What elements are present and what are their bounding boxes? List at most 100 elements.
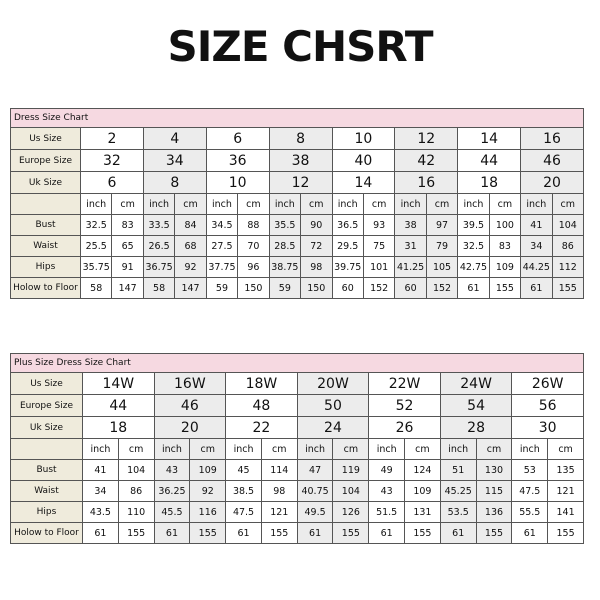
size-row: Us Size 2 4 6 8 10 12 14 16 [10, 127, 584, 150]
row-label: Europe Size [10, 149, 81, 172]
measure-cell: 150 [300, 277, 333, 299]
unit-cell: inch [82, 438, 119, 460]
table-caption: Plus Size Dress Size Chart [10, 353, 584, 373]
measure-cell: 84 [174, 214, 207, 236]
measure-cell: 61 [82, 522, 119, 544]
size-cell: 10 [205, 171, 270, 194]
size-cell: 20W [296, 372, 370, 395]
measure-cell: 90 [300, 214, 333, 236]
measure-cell: 75 [362, 235, 396, 257]
measure-cell: 25.5 [79, 235, 113, 257]
measure-cell: 91 [111, 256, 144, 278]
unit-cell: inch [296, 438, 334, 460]
measure-cell: 60 [394, 277, 427, 299]
size-cell: 18W [225, 372, 298, 395]
row-label: Bust [10, 214, 81, 236]
unit-cell: cm [260, 438, 298, 460]
size-cell: 46 [153, 394, 227, 417]
size-cell: 24 [296, 416, 370, 439]
size-cell: 4 [142, 127, 207, 150]
measure-cell: 88 [237, 214, 270, 236]
measure-cell: 41 [520, 214, 553, 236]
measure-cell: 112 [551, 256, 585, 278]
size-cell: 30 [511, 416, 584, 439]
measure-cell: 155 [260, 522, 298, 544]
unit-cell: inch [331, 193, 364, 215]
measure-cell: 155 [404, 522, 441, 544]
unit-cell: cm [547, 438, 584, 460]
measure-row: Waist 25.5 65 26.5 68 27.5 70 28.5 72 29.5 75 31 79 3… [10, 235, 585, 257]
unit-cell: cm [300, 193, 333, 215]
measure-cell: 34 [520, 235, 553, 257]
measure-cell: 45 [225, 459, 262, 481]
measure-cell: 104 [117, 459, 155, 481]
measure-cell: 53 [511, 459, 549, 481]
measure-cell: 61 [511, 522, 549, 544]
size-cell: 16W [153, 372, 227, 395]
size-cell: 14W [82, 372, 155, 395]
size-cell: 38 [268, 149, 333, 172]
measure-cell: 147 [174, 277, 207, 299]
measure-cell: 109 [189, 459, 227, 481]
size-cell: 20 [153, 416, 227, 439]
measure-cell: 40.75 [296, 480, 334, 502]
row-label [10, 438, 83, 460]
caption-row: Dress Size Chart [10, 108, 584, 128]
measure-cell: 31 [394, 235, 427, 257]
measure-cell: 61 [225, 522, 262, 544]
measure-cell: 39.75 [331, 256, 364, 278]
measure-cell: 41.25 [394, 256, 427, 278]
row-label [10, 193, 81, 215]
size-cell: 18 [82, 416, 155, 439]
measure-cell: 61 [439, 522, 477, 544]
measure-cell: 135 [547, 459, 584, 481]
measure-cell: 155 [332, 522, 370, 544]
measure-cell: 104 [332, 480, 370, 502]
measure-cell: 130 [475, 459, 513, 481]
row-label: Us Size [10, 372, 83, 395]
row-label: Uk Size [10, 171, 81, 194]
unit-cell: inch [394, 193, 427, 215]
measure-cell: 45.5 [153, 501, 191, 523]
row-label: Holow to Floor [10, 277, 81, 299]
measure-cell: 131 [404, 501, 441, 523]
measure-cell: 155 [547, 522, 584, 544]
unit-cell: inch [79, 193, 113, 215]
measure-cell: 53.5 [439, 501, 477, 523]
measure-cell: 42.75 [457, 256, 490, 278]
measure-cell: 35.5 [268, 214, 302, 236]
size-cell: 14 [331, 171, 396, 194]
unit-cell: cm [475, 438, 513, 460]
unit-cell: cm [237, 193, 270, 215]
size-cell: 52 [368, 394, 441, 417]
size-cell: 50 [296, 394, 370, 417]
measure-cell: 152 [425, 277, 459, 299]
measure-cell: 83 [111, 214, 144, 236]
measure-row: Holow to Floor 61 155 61 155 61 155 61 155 61 155 6… [10, 522, 584, 544]
measure-cell: 155 [117, 522, 155, 544]
measure-cell: 114 [260, 459, 298, 481]
measure-cell: 136 [475, 501, 513, 523]
measure-cell: 28.5 [268, 235, 302, 257]
size-cell: 42 [394, 149, 459, 172]
unit-cell: inch [225, 438, 262, 460]
measure-cell: 61 [520, 277, 553, 299]
measure-row: Hips 35.75 91 36.75 92 37.75 96 38.75 98 39.75 101… [10, 256, 585, 278]
unit-cell: inch [153, 438, 191, 460]
measure-cell: 152 [362, 277, 396, 299]
row-label: Holow to Floor [10, 522, 83, 544]
measure-cell: 86 [117, 480, 155, 502]
measure-cell: 36.25 [153, 480, 191, 502]
measure-row: Bust 32.5 83 33.5 84 34.5 88 35.5 90 36.5 93 38 97 39… [10, 214, 585, 236]
measure-cell: 92 [174, 256, 207, 278]
size-cell: 44 [457, 149, 522, 172]
measure-cell: 79 [425, 235, 459, 257]
unit-cell: inch [511, 438, 549, 460]
measure-cell: 58 [79, 277, 113, 299]
measure-cell: 38.5 [225, 480, 262, 502]
measure-cell: 97 [425, 214, 459, 236]
measure-cell: 36.5 [331, 214, 364, 236]
measure-cell: 83 [488, 235, 522, 257]
measure-cell: 43 [368, 480, 406, 502]
measure-cell: 34 [82, 480, 119, 502]
